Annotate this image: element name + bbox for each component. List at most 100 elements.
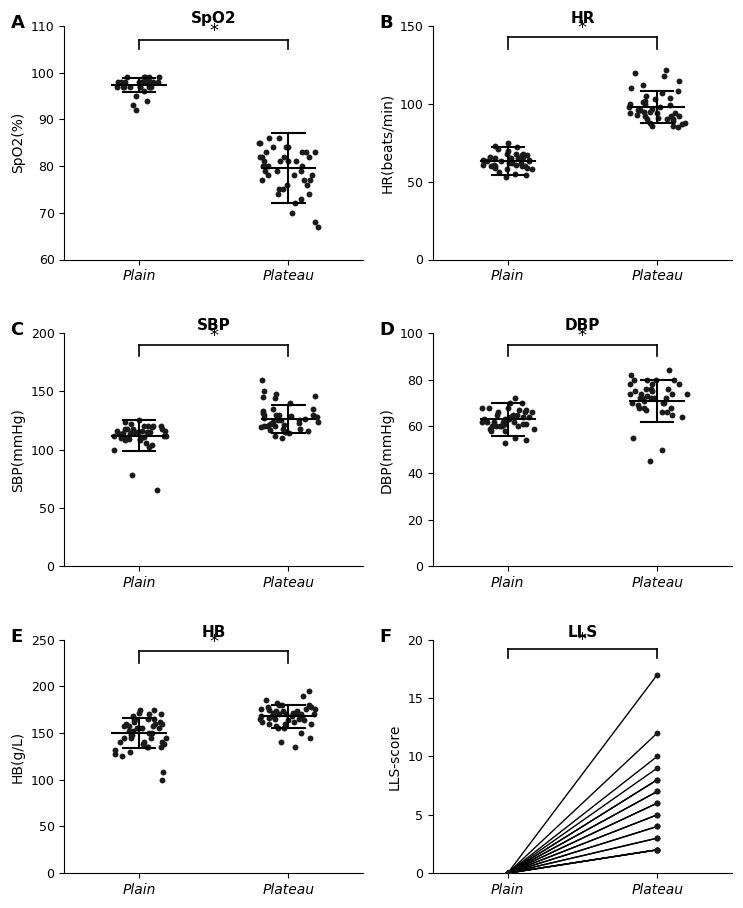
Point <box>258 410 270 425</box>
Point <box>145 80 157 94</box>
Point <box>128 715 140 729</box>
Point <box>279 425 291 439</box>
Point <box>651 831 663 845</box>
Point <box>123 724 134 738</box>
Point <box>499 417 511 431</box>
Point <box>256 709 267 724</box>
Point <box>499 424 511 439</box>
Point <box>155 740 167 755</box>
Point <box>134 432 146 447</box>
Point <box>267 401 279 416</box>
Point <box>285 409 297 423</box>
Title: DBP: DBP <box>565 318 600 333</box>
Point <box>624 387 636 401</box>
Point <box>661 405 673 419</box>
Point <box>130 89 142 104</box>
Point <box>648 391 660 406</box>
Point <box>673 74 685 88</box>
Text: F: F <box>379 628 392 646</box>
Point <box>265 417 277 431</box>
Point <box>146 438 158 452</box>
Point <box>126 468 137 482</box>
Point <box>502 866 513 881</box>
Point <box>119 421 131 436</box>
Y-axis label: HR(beats/min): HR(beats/min) <box>380 93 394 192</box>
Point <box>643 454 655 469</box>
Point <box>310 410 322 424</box>
Point <box>256 715 268 729</box>
Point <box>139 70 151 84</box>
Point <box>651 807 663 822</box>
Point <box>516 148 528 163</box>
Point <box>134 706 146 720</box>
Title: SBP: SBP <box>197 318 230 333</box>
Point <box>140 435 152 449</box>
Point <box>293 712 305 726</box>
Point <box>141 740 153 755</box>
Point <box>507 408 519 422</box>
Text: A: A <box>10 15 25 33</box>
Point <box>651 843 663 857</box>
Point <box>523 154 535 169</box>
Point <box>261 419 273 433</box>
Point <box>129 712 141 726</box>
Point <box>516 396 528 410</box>
Point <box>489 159 501 173</box>
Point <box>623 100 635 114</box>
Point <box>118 718 130 733</box>
Point <box>661 113 673 127</box>
Point <box>477 153 489 167</box>
Point <box>651 843 663 857</box>
Point <box>484 150 496 164</box>
Point <box>632 103 644 117</box>
Point <box>138 74 150 89</box>
Text: *: * <box>578 631 587 649</box>
Point <box>148 703 160 717</box>
Point <box>114 735 126 750</box>
Point <box>656 85 668 100</box>
Point <box>278 150 290 164</box>
Point <box>501 162 513 176</box>
Point <box>282 140 293 154</box>
Point <box>114 427 126 441</box>
Point <box>651 785 663 799</box>
Point <box>152 74 163 89</box>
Point <box>652 111 664 125</box>
Point <box>638 393 650 408</box>
Point <box>126 426 138 440</box>
Point <box>264 417 276 431</box>
Point <box>493 165 504 180</box>
Point <box>666 408 678 422</box>
Point <box>640 109 652 123</box>
Point <box>258 154 270 169</box>
Point <box>293 413 305 428</box>
Point <box>156 421 168 436</box>
Point <box>256 420 267 435</box>
Point <box>516 159 528 173</box>
Point <box>624 377 636 391</box>
Point <box>302 424 314 439</box>
Point <box>626 396 638 410</box>
Point <box>640 381 652 396</box>
Point <box>303 187 315 202</box>
Point <box>143 440 155 455</box>
Point <box>160 424 172 439</box>
Point <box>636 391 648 406</box>
Point <box>120 70 132 84</box>
Point <box>262 159 274 173</box>
Point <box>133 413 145 428</box>
Point <box>658 396 669 410</box>
Point <box>124 745 136 759</box>
Point <box>288 196 300 211</box>
Point <box>125 417 137 431</box>
Title: SpO2: SpO2 <box>191 11 236 26</box>
Point <box>286 709 298 724</box>
Point <box>629 65 641 80</box>
Point <box>141 425 153 439</box>
Point <box>127 422 139 437</box>
Point <box>672 84 684 99</box>
Point <box>654 100 666 114</box>
Point <box>490 419 502 433</box>
Point <box>136 424 148 439</box>
Point <box>296 192 308 206</box>
